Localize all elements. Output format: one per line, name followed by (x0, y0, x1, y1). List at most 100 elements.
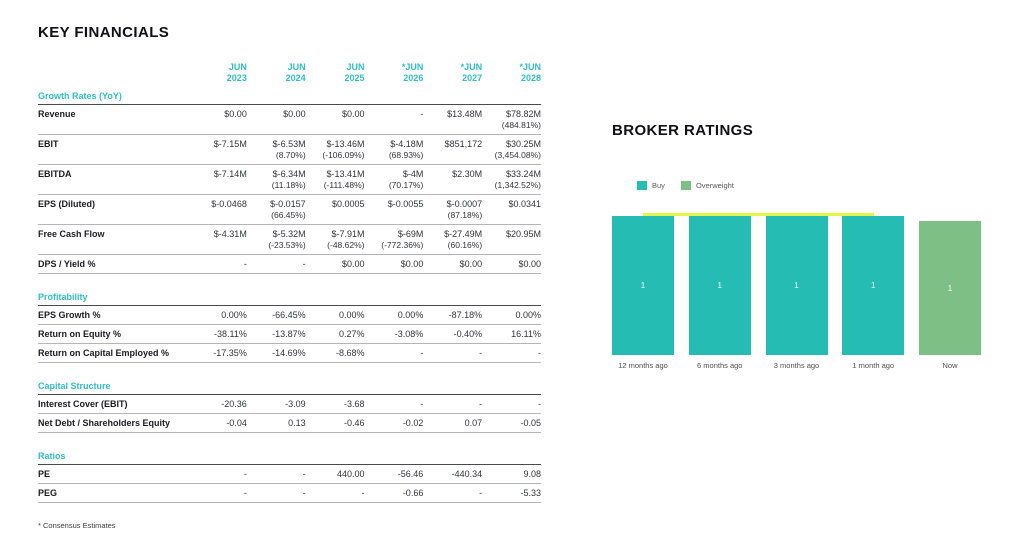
axis-label: 3 months ago (773, 361, 820, 370)
cell-value: - (537, 399, 541, 409)
cell-value: -0.46 (343, 418, 365, 428)
row-label: Return on Equity % (38, 329, 121, 339)
bar-value: 1 (717, 281, 722, 290)
section-title: Growth Rates (YoY) (38, 89, 541, 105)
row-label: EPS (Diluted) (38, 199, 96, 209)
table-cell: $851,172 (423, 139, 483, 150)
row-label: Revenue (38, 109, 76, 119)
table-cell: -440.34 (423, 469, 483, 480)
trend-line (643, 213, 874, 216)
cell-value: $-0.0055 (387, 199, 424, 209)
column-header-month: JUN (287, 62, 306, 72)
cell-value: -0.40% (453, 329, 483, 339)
cell-value: -66.45% (272, 310, 306, 320)
cell-value: - (537, 348, 541, 358)
row-label: Net Debt / Shareholders Equity (38, 418, 171, 428)
cell-value: 0.00% (338, 310, 365, 320)
column-header-month: JUN (228, 62, 247, 72)
table-cell: $0.00 (247, 109, 306, 120)
column-header-year: 2025 (344, 73, 365, 83)
cell-value: $-4.18M (390, 139, 424, 149)
table-cell: $-13.41M (-111.48%) (306, 169, 365, 191)
legend-swatch (637, 181, 647, 190)
broker-ratings-chart: 1 1 1 1 1 12 months ago 6 months ago 3 months … (612, 213, 981, 370)
row-label: EPS Growth % (38, 310, 101, 320)
cell-value: $0.00 (341, 259, 365, 269)
cell-subvalue: (484.81%) (501, 120, 541, 130)
table-row: EBITDA $-7.14M $-6.34M (11.18%) $-13.41M (-11… (38, 165, 541, 195)
cell-value: $0.00 (459, 259, 483, 269)
axis-label: 1 month ago (852, 361, 895, 370)
row-label: PE (38, 469, 51, 479)
cell-subvalue: (70.17%) (388, 180, 424, 190)
cell-value: -13.87% (272, 329, 306, 339)
cell-subvalue: (66.45%) (271, 210, 306, 220)
cell-subvalue: (87.18%) (447, 210, 483, 220)
column-header: JUN 2025 (306, 62, 365, 84)
table-row: Return on Capital Employed % -17.35% -14.6… (38, 344, 541, 363)
cell-subvalue: (11.18%) (271, 180, 306, 190)
cell-value: $-4M (402, 169, 424, 179)
table-cell: 0.13 (247, 418, 306, 429)
consensus-footnote: * Consensus Estimates (38, 521, 116, 530)
table-section: Ratios PE - - 440.00 -56.46 -440.34 9.08 PEG - - - -… (38, 449, 541, 503)
table-cell: - (188, 259, 247, 270)
bar-value: 1 (640, 281, 646, 290)
cell-value: -0.05 (520, 418, 541, 428)
bar-overweight: 1 (919, 221, 981, 355)
table-row: Return on Equity % -38.11% -13.87% 0.27% -3.… (38, 325, 541, 344)
cell-value: - (420, 109, 424, 119)
column-header: *JUN 2026 (364, 62, 424, 84)
table-cell: $-0.0157 (66.45%) (247, 199, 306, 221)
cell-value: - (243, 469, 247, 479)
cell-value: 0.00% (221, 310, 247, 320)
axis-label: 6 months ago (697, 361, 743, 370)
table-cell: - (364, 399, 423, 410)
table-cell: - (482, 399, 541, 410)
column-headers: JUN 2023 JUN 2024 JUN 2025 *JUN 2026 *JUN 2027 *JU… (38, 62, 541, 89)
table-cell: $33.24M (1,342.52%) (482, 169, 541, 191)
table-cell: - (423, 399, 482, 410)
cell-value: - (302, 469, 306, 479)
table-row: PEG - - - -0.66 - -5.33 (38, 484, 541, 503)
cell-value: 0.13 (288, 418, 306, 428)
cell-value: $851,172 (444, 139, 483, 149)
cell-value: - (479, 488, 483, 498)
column-header: *JUN 2028 (482, 62, 541, 84)
table-cell: $78.82M (484.81%) (482, 109, 541, 131)
table-cell: -8.68% (306, 348, 365, 359)
legend-item: Overweight (680, 181, 734, 190)
column-header-month: JUN (346, 62, 365, 72)
table-cell: $0.00 (364, 259, 424, 270)
table-cell: $0.0341 (482, 199, 541, 210)
cell-value: $2.30M (452, 169, 483, 179)
table-cell: $-13.46M (-106.09%) (306, 139, 364, 161)
cell-subvalue: (3,454.08%) (494, 150, 541, 160)
cell-value: -8.68% (335, 348, 365, 358)
cell-value: -87.18% (448, 310, 483, 320)
cell-value: - (420, 399, 424, 409)
cell-value: - (302, 259, 306, 269)
table-cell: -0.40% (423, 329, 483, 340)
column-header-year: 2027 (462, 73, 483, 83)
axis-label: Now (942, 361, 958, 370)
legend-item: Buy (637, 181, 665, 190)
chart-legend: Buy Overweight (637, 181, 992, 190)
cell-value: -14.69% (272, 348, 306, 358)
cell-value: $-0.0468 (211, 199, 247, 209)
cell-subvalue: (-23.53%) (268, 240, 306, 250)
row-label: EBIT (38, 139, 59, 149)
cell-value: $-13.41M (326, 169, 365, 179)
cell-value: $30.25M (505, 139, 541, 149)
table-row: EBIT $-7.15M $-6.53M (8.70%) $-13.46M (-106.0… (38, 135, 541, 165)
table-cell: $-0.0468 (188, 199, 247, 210)
cell-subvalue: (-772.36%) (381, 240, 424, 250)
table-cell: $13.48M (423, 109, 482, 120)
cell-value: $0.0005 (331, 199, 365, 209)
row-label: DPS / Yield % (38, 259, 96, 269)
bar-buy: 1 (842, 216, 905, 355)
cell-value: - (420, 348, 424, 358)
table-section: Profitability EPS Growth % 0.00% -66.45% 0.0… (38, 290, 541, 363)
table-cell: $30.25M (3,454.08%) (482, 139, 541, 161)
